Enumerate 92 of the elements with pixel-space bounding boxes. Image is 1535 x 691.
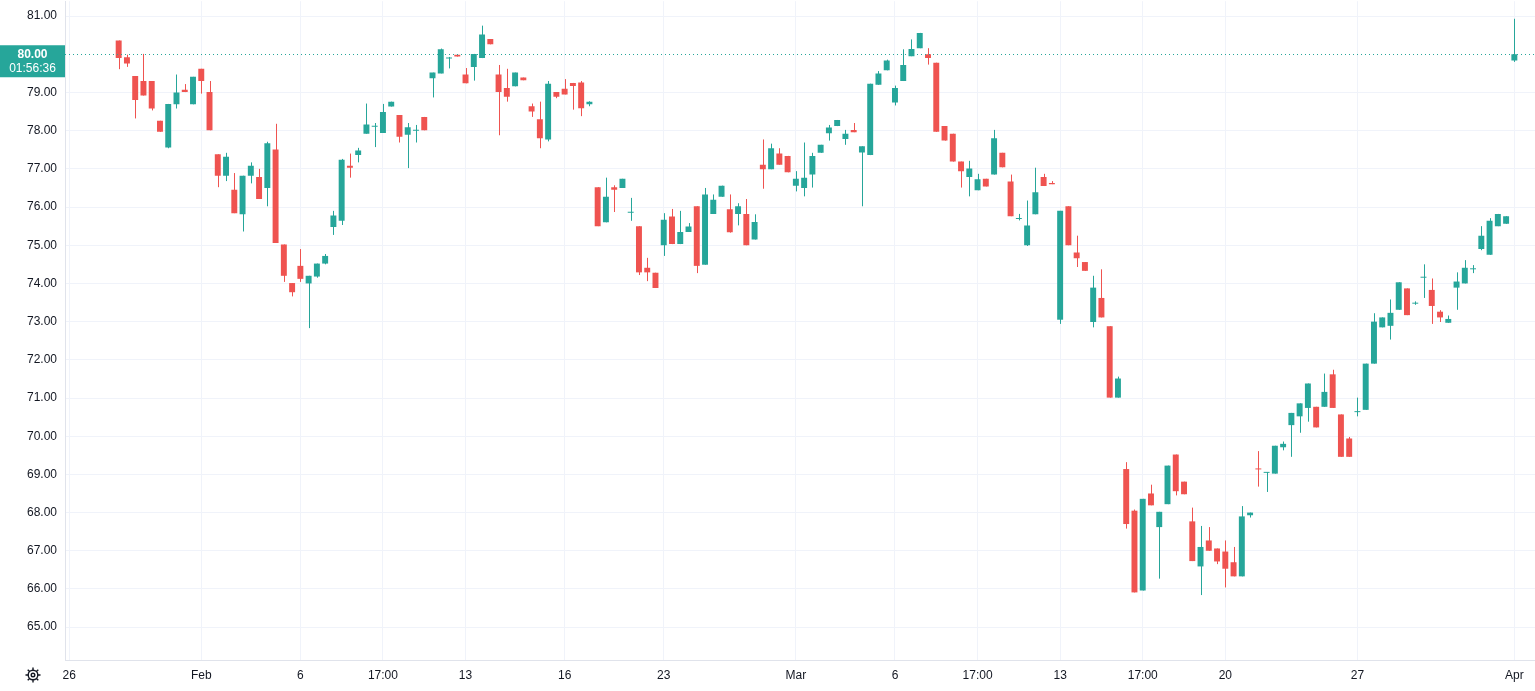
candlestick (115, 40, 122, 70)
candlestick (1263, 471, 1270, 493)
candlestick (363, 103, 370, 135)
candlestick (726, 193, 733, 234)
candlestick (611, 184, 618, 213)
candlestick (346, 153, 353, 179)
candlestick (1255, 450, 1262, 488)
x-tick-label: 16 (557, 667, 572, 682)
candlestick (710, 193, 717, 215)
x-tick-label: 13 (458, 667, 473, 682)
candlestick (809, 152, 816, 189)
candlestick (892, 85, 898, 106)
x-tick-label: 6 (297, 667, 305, 682)
candlestick (1478, 225, 1485, 251)
candlestick (627, 197, 634, 222)
candlestick (1156, 511, 1163, 580)
x-tick-label: 17:00 (962, 667, 993, 682)
candlestick (1428, 277, 1435, 325)
candlestick (1288, 412, 1295, 458)
candlestick (1073, 235, 1080, 268)
y-tick-label: 76.00 (26, 199, 58, 214)
y-tick-label: 66.00 (26, 581, 58, 596)
candlestick (1354, 397, 1361, 417)
ref-line-label: 80.00 (17, 46, 48, 61)
candlestick (1453, 271, 1460, 311)
y-tick-label: 81.00 (26, 8, 58, 23)
candlestick (858, 145, 865, 207)
text: 01:56:36 (9, 60, 57, 75)
candlestick (536, 101, 543, 149)
candlestick (569, 82, 576, 111)
y-tick-label: 77.00 (26, 161, 58, 176)
y-tick-label: 71.00 (26, 390, 58, 405)
candlestick (1412, 300, 1419, 306)
y-tick-label: 69.00 (26, 466, 58, 481)
candlestick (751, 213, 758, 241)
candlestick (1222, 539, 1229, 588)
candlestick (1321, 373, 1328, 408)
candlestick (768, 143, 775, 170)
x-tick-label: Mar (785, 667, 807, 682)
candlestick (503, 68, 510, 103)
candlestick (958, 161, 965, 189)
y-tick-label: 74.00 (26, 275, 58, 290)
y-tick-label: 79.00 (26, 84, 58, 99)
x-tick-label: 23 (657, 667, 671, 682)
y-tick-label: 68.00 (26, 504, 58, 519)
candlestick (330, 210, 337, 236)
candlestick (140, 53, 147, 97)
candlestick (792, 170, 799, 192)
candlestick (677, 210, 684, 245)
x-tick-label: 26 (62, 667, 77, 682)
y-tick-label: 72.00 (26, 352, 58, 367)
candlestick (1197, 525, 1204, 596)
x-tick-label: 27 (1350, 667, 1365, 682)
x-tick-label: 17:00 (367, 667, 399, 682)
y-tick-label: 78.00 (26, 122, 58, 137)
candlestick (404, 122, 411, 169)
candlestick (1032, 167, 1039, 215)
candlestick (413, 124, 419, 144)
candlestick (801, 142, 808, 197)
candlestick (1230, 546, 1237, 577)
x-tick-label: 6 (891, 667, 899, 682)
candlestick (1024, 200, 1031, 247)
candlestick (1346, 436, 1353, 458)
candlestick (379, 103, 386, 134)
candlestick (214, 153, 221, 188)
candlestick (966, 160, 973, 197)
candlestick (1205, 526, 1212, 552)
candlestick (1098, 268, 1105, 318)
y-tick-label: 75.00 (26, 237, 58, 252)
candlestick (495, 64, 502, 136)
candlestick (396, 114, 403, 144)
y-tick-label: 70.00 (26, 428, 58, 443)
x-tick-label: 13 (1053, 667, 1068, 682)
candlestick (446, 56, 452, 69)
x-tick-label: 20 (1218, 667, 1233, 682)
candlestick (371, 122, 378, 148)
candlestick (256, 168, 263, 200)
x-tick-label: Apr (1505, 667, 1524, 682)
candlestick (297, 248, 304, 283)
y-tick-label: 73.00 (26, 313, 58, 328)
candlestick (735, 202, 742, 226)
candlestick (198, 68, 205, 95)
x-tick-label: 17:00 (1127, 667, 1159, 682)
candlestick (305, 275, 312, 329)
candlestick (247, 161, 254, 184)
candlestick (223, 152, 230, 182)
candlestick (1296, 402, 1303, 434)
candlestick (1114, 376, 1121, 399)
x-tick-label: Feb (190, 667, 212, 682)
y-tick-label: 67.00 (26, 543, 58, 558)
y-tick-label: 65.00 (26, 619, 58, 634)
candlestick (231, 172, 238, 214)
